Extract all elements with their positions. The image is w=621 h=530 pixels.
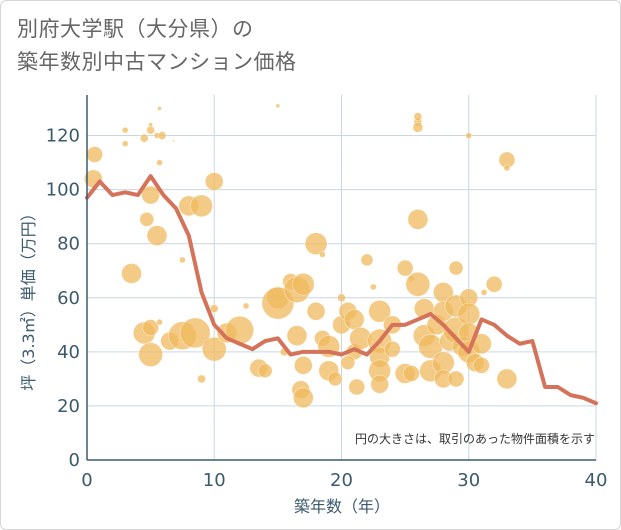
average-line <box>85 174 598 406</box>
scatter-point <box>348 378 366 396</box>
scatter-point <box>139 133 149 143</box>
y-tick-label: 120 <box>46 126 80 147</box>
scatter-point <box>405 271 431 297</box>
scatter-point <box>156 159 163 166</box>
scatter-point <box>209 304 219 313</box>
scatter-point <box>292 272 315 296</box>
scatter-point <box>447 370 465 388</box>
scatter-point <box>448 260 464 276</box>
scatter-point <box>257 363 273 379</box>
x-tick-label: 40 <box>585 470 608 491</box>
x-tick-label: 10 <box>203 470 226 491</box>
scatter-point <box>473 357 490 374</box>
scatter-point <box>337 293 346 303</box>
y-tick-label: 60 <box>57 288 80 309</box>
y-tick-label: 100 <box>46 180 80 201</box>
scatter-point <box>370 283 377 291</box>
scatter-point <box>503 164 511 172</box>
chart-title-line-2: 築年数別中古マンション価格 <box>17 50 297 74</box>
scatter-point <box>121 140 129 147</box>
scatter-point <box>179 317 211 349</box>
scatter-point <box>319 251 326 258</box>
scatter-point <box>327 371 343 387</box>
axes: 0 10 20 30 40 0 20 40 60 80 100 120 <box>46 95 608 491</box>
average-line-group <box>85 174 598 406</box>
size-note: 円の大きさは、取引のあった物件面積を示す <box>355 431 595 446</box>
y-axis-title: 坪（3.3㎡）単価（万円） <box>19 205 38 390</box>
scatter-point <box>275 103 281 109</box>
scatter-points <box>84 103 518 409</box>
scatter-point <box>139 212 155 227</box>
scatter-point <box>413 112 423 121</box>
chart-title: 別府大学駅（大分県）の 築年数別中古マンション価格 <box>17 13 297 79</box>
y-tick-label: 20 <box>57 396 80 417</box>
scatter-point <box>121 263 142 284</box>
y-tick-label: 40 <box>57 342 80 363</box>
scatter-point <box>146 225 168 246</box>
scatter-point <box>306 301 326 321</box>
scatter-point <box>384 340 401 358</box>
scatter-point <box>197 374 206 384</box>
scatter-point <box>304 232 328 256</box>
x-axis-title: 築年数（年） <box>294 497 390 516</box>
x-tick-label: 20 <box>330 470 353 491</box>
scatter-point <box>340 355 356 370</box>
scatter-point <box>142 319 159 336</box>
scatter-point <box>293 387 314 409</box>
scatter-point <box>148 122 153 128</box>
scatter-point <box>156 318 163 326</box>
scatter-point <box>157 106 162 111</box>
y-tick-label: 80 <box>57 234 80 255</box>
scatter-point <box>157 131 167 140</box>
scatter-point <box>496 368 518 390</box>
scatter-point <box>480 289 488 296</box>
scatter-point <box>485 275 503 293</box>
scatter-point <box>141 185 160 205</box>
scatter-point <box>121 126 129 134</box>
x-tick-label: 30 <box>457 470 480 491</box>
scatter-point <box>360 253 374 267</box>
scatter-point <box>242 302 250 310</box>
scatter-point <box>368 299 391 323</box>
scatter-point <box>403 365 420 382</box>
grid-lines <box>87 95 597 460</box>
scatter-point <box>86 146 103 163</box>
scatter-point <box>396 259 414 277</box>
scatter-point <box>138 342 163 367</box>
scatter-point <box>465 132 473 139</box>
chart-title-line-1: 別府大学駅（大分県）の <box>17 17 254 41</box>
scatter-point <box>343 309 365 330</box>
scatter-point <box>204 172 224 191</box>
scatter-point <box>294 356 313 375</box>
scatter-point <box>412 122 424 133</box>
scatter-point <box>457 302 481 326</box>
y-tick-label: 0 <box>69 450 80 471</box>
scatter-point <box>407 209 429 230</box>
scatter-point <box>179 256 186 264</box>
scatter-point <box>172 139 175 143</box>
x-tick-label: 0 <box>81 470 92 491</box>
scatter-point <box>190 194 213 218</box>
scatter-point <box>146 125 155 135</box>
scatter-point <box>370 374 389 394</box>
scatter-point <box>286 325 308 346</box>
scatter-point <box>201 336 227 362</box>
